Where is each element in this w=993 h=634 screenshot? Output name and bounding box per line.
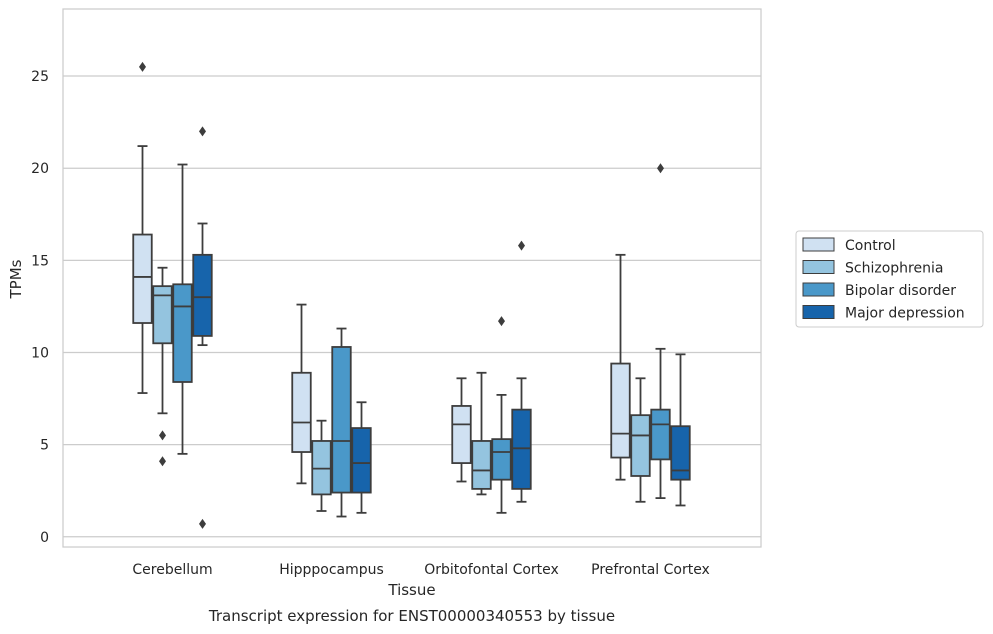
box-2-0 [451,377,472,483]
box-body [630,414,651,477]
box-2-3 [511,240,532,503]
y-tick-labels: 0 5 10 15 20 25 [31,69,49,546]
box-body [311,440,332,496]
y-axis-label: TPMs [7,259,25,299]
box-body [451,405,472,464]
x-tick-label: Orbitofontal Cortex [424,562,559,578]
plot-area [62,8,762,548]
box-1-0 [291,303,312,485]
legend-label: Schizophrenia [845,261,943,277]
outlier-point [518,240,525,251]
outlier-point [498,316,505,327]
x-tick-label: Hipppocampus [279,562,384,578]
y-tick-label: 20 [31,161,49,177]
box-body [152,285,173,345]
legend-swatch [802,237,835,252]
box-0-1 [152,266,173,467]
legend-label: Control [845,238,896,254]
outlier-point [159,456,166,467]
chart-caption: Transcript expression for ENST0000034055… [208,607,615,625]
box-1-2 [331,327,352,518]
y-tick-label: 5 [40,438,49,454]
box-3-3 [670,353,691,507]
box-body [331,346,352,494]
y-tick-label: 25 [31,69,49,85]
box-body [610,362,631,459]
outlier-point [199,518,206,529]
outlier-point [139,61,146,72]
outlier-point [159,430,166,441]
legend-label: Major depression [845,306,965,322]
box-0-2 [172,163,193,455]
box-0-3 [192,126,213,529]
box-1-3 [351,401,372,514]
legend-swatch [802,260,835,274]
box-body [192,253,213,337]
x-tick-labels: Cerebellum Hipppocampus Orbitofontal Corte… [132,562,709,578]
legend-frame [795,230,984,328]
box-body [491,438,512,481]
legend-swatch [802,282,835,297]
legend: Control Schizophrenia Bipolar disorder Majo… [795,230,984,328]
box-body [670,425,691,481]
box-body [291,371,312,453]
box-1-1 [311,419,332,512]
y-tick-label: 0 [40,530,49,546]
box-body [650,408,671,461]
box-body [132,233,153,324]
box-body [471,440,492,490]
box-2-1 [471,371,492,496]
box-body [351,427,372,494]
box-3-1 [630,377,651,503]
box-3-0 [610,253,631,481]
boxes-layer [132,61,691,529]
box-body [511,408,532,490]
box-0-0 [132,61,153,394]
legend-items: Control Schizophrenia Bipolar disorder Majo… [802,237,965,322]
legend-swatch [802,305,835,319]
y-tick-label: 10 [31,346,49,362]
y-tick-label: 15 [31,253,49,269]
box-body [172,283,193,383]
x-tick-label: Cerebellum [132,562,212,578]
box-3-2 [650,163,671,499]
box-2-2 [491,316,512,514]
outlier-point [657,163,664,174]
x-axis-label: Tissue [387,581,435,599]
x-tick-label: Prefrontal Cortex [591,562,710,578]
legend-label: Bipolar disorder [845,283,956,299]
outlier-point [199,126,206,137]
